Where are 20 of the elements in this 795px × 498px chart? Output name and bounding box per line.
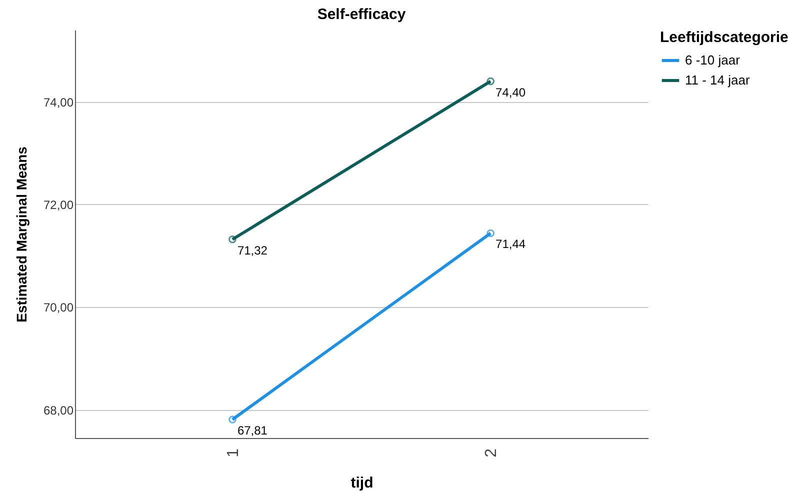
data-label: 74,40	[496, 85, 526, 100]
point	[228, 235, 236, 244]
y-tick-label: 68,00	[43, 403, 74, 418]
legend-label: 6 -10 jaar	[685, 52, 741, 68]
point	[486, 229, 494, 238]
y-tick-label: 70,00	[43, 300, 74, 315]
legend-label: 11 - 14 jaar	[685, 72, 750, 88]
legend-title: Leeftijdscategorie	[660, 29, 788, 46]
point	[228, 416, 236, 424]
x-tick-label: 1	[224, 448, 242, 458]
x-tick-label: 2	[483, 448, 500, 458]
chart-title: Self-efficacy	[317, 6, 406, 23]
y-tick-label: 72,00	[43, 198, 74, 212]
data-label: 71,32	[237, 243, 268, 258]
data-label: 67,81	[237, 424, 268, 438]
data-label: 71,44	[496, 237, 526, 252]
y-axis-title: Estimated Marginal Means	[13, 146, 30, 322]
point	[486, 77, 494, 86]
y-tick-label: 74,00	[43, 95, 74, 110]
x-axis-title: tijd	[350, 474, 374, 492]
